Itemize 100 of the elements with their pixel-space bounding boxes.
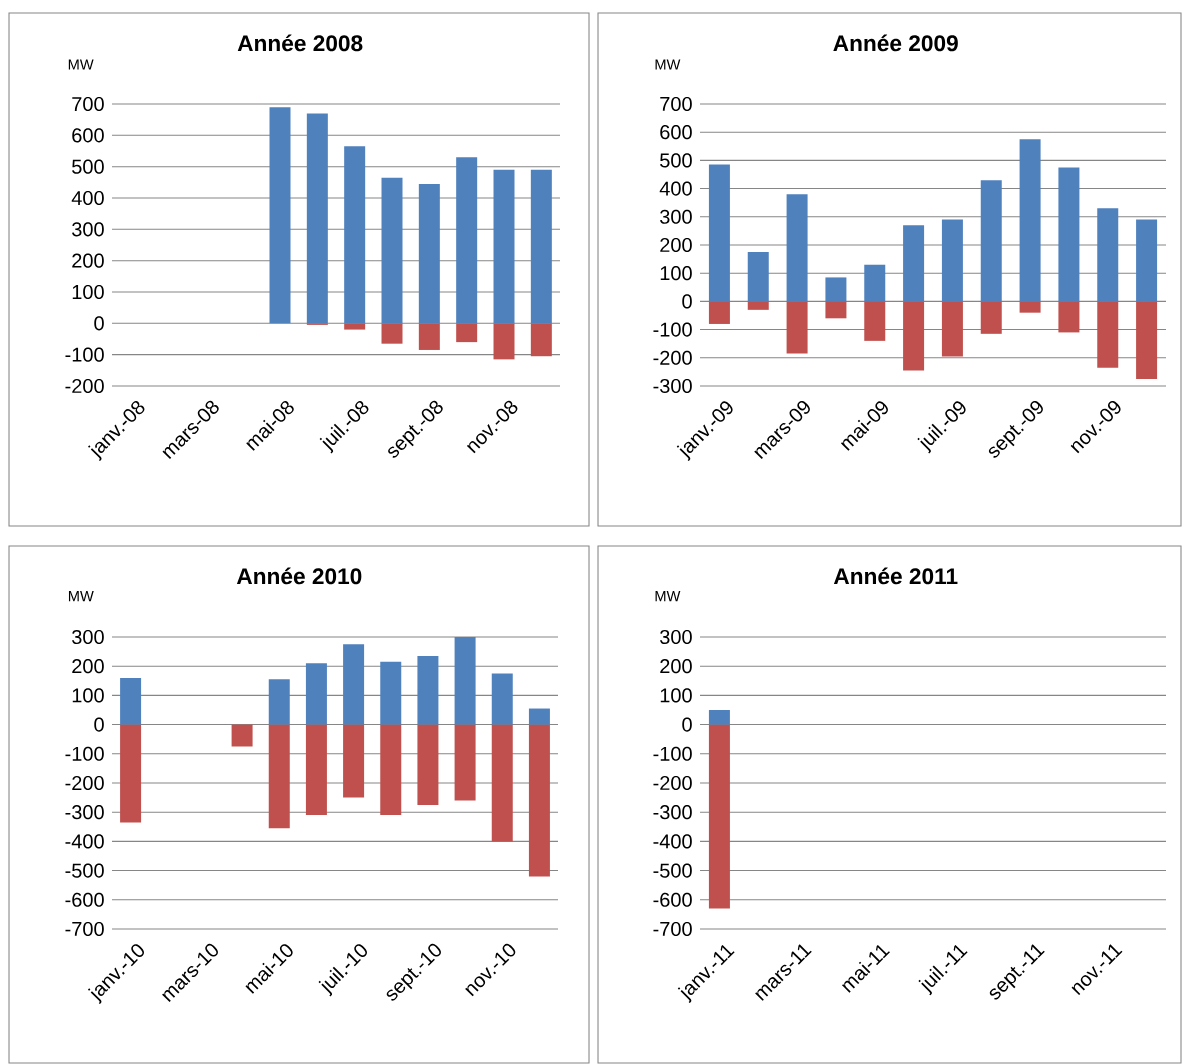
bar bbox=[786, 194, 808, 302]
y-tick-label: 200 bbox=[72, 659, 104, 674]
y-tick-label: -200 bbox=[653, 350, 692, 365]
bar bbox=[493, 169, 515, 324]
y-tick-label: 600 bbox=[72, 128, 104, 143]
y-tick-label: -400 bbox=[65, 834, 104, 849]
bar bbox=[528, 724, 550, 877]
chart-title: Année 2011 bbox=[833, 567, 958, 585]
y-tick-label: -300 bbox=[653, 805, 692, 820]
bar bbox=[1097, 208, 1119, 302]
bar bbox=[120, 724, 142, 823]
y-tick-label: -700 bbox=[653, 921, 692, 937]
bar bbox=[1058, 167, 1080, 302]
y-tick-label: -200 bbox=[653, 775, 692, 791]
bar bbox=[305, 724, 327, 816]
bar bbox=[903, 301, 925, 371]
y-tick-label: 0 bbox=[94, 316, 104, 331]
bar bbox=[941, 219, 963, 302]
bar bbox=[491, 724, 513, 842]
bar bbox=[343, 724, 365, 798]
y-tick-label: 300 bbox=[72, 629, 104, 645]
y-axis-title: MW bbox=[655, 591, 681, 602]
y-tick-label: -200 bbox=[65, 775, 104, 791]
bar bbox=[343, 644, 365, 725]
y-tick-label: -200 bbox=[65, 378, 104, 394]
bar bbox=[708, 301, 730, 324]
bar bbox=[231, 724, 253, 747]
y-tick-label: 300 bbox=[660, 629, 692, 645]
y-tick-label: 400 bbox=[659, 181, 692, 196]
y-tick-label: 400 bbox=[71, 190, 104, 206]
bar bbox=[1097, 301, 1119, 368]
bar bbox=[268, 724, 290, 829]
y-tick-label: -100 bbox=[653, 746, 692, 761]
y-tick-label: 0 bbox=[682, 294, 692, 309]
y-tick-label: 700 bbox=[660, 96, 692, 112]
y-axis-title: MW bbox=[655, 59, 681, 70]
bar bbox=[786, 301, 808, 354]
y-tick-label: 0 bbox=[94, 717, 104, 732]
y-tick-label: -300 bbox=[65, 805, 104, 820]
y-tick-label: 500 bbox=[660, 153, 692, 168]
chart-title: Année 2008 bbox=[237, 34, 363, 52]
bar bbox=[269, 107, 291, 324]
y-tick-label: -600 bbox=[653, 892, 692, 907]
bar bbox=[747, 301, 769, 310]
bar bbox=[493, 323, 515, 360]
bar bbox=[381, 177, 403, 324]
bar bbox=[530, 169, 552, 324]
bar bbox=[120, 677, 142, 725]
y-tick-label: -700 bbox=[65, 921, 104, 937]
bar bbox=[417, 655, 439, 725]
bar bbox=[456, 157, 478, 324]
y-axis-title: MW bbox=[68, 59, 94, 70]
y-axis-title: MW bbox=[68, 591, 94, 602]
y-tick-label: 100 bbox=[660, 688, 692, 703]
y-tick-label: 100 bbox=[72, 688, 104, 703]
y-tick-label: 200 bbox=[660, 659, 692, 674]
bar bbox=[380, 724, 402, 816]
bar bbox=[980, 301, 1002, 334]
y-tick-label: 300 bbox=[72, 222, 104, 237]
y-tick-label: 100 bbox=[660, 266, 692, 281]
chart-title: Année 2010 bbox=[236, 567, 362, 585]
y-tick-label: -600 bbox=[65, 892, 104, 907]
bar bbox=[1136, 219, 1158, 302]
bar bbox=[344, 146, 366, 324]
bar bbox=[456, 323, 478, 343]
bar bbox=[344, 323, 366, 330]
y-tick-label: 300 bbox=[660, 209, 692, 224]
y-tick-label: 0 bbox=[682, 717, 692, 732]
bar bbox=[418, 183, 440, 324]
bar bbox=[941, 301, 963, 357]
bar bbox=[417, 724, 439, 805]
y-tick-label: -100 bbox=[653, 322, 692, 337]
y-tick-label: -400 bbox=[653, 834, 692, 849]
bar bbox=[1136, 301, 1158, 379]
bar bbox=[454, 636, 476, 725]
bar bbox=[380, 661, 402, 725]
bar bbox=[381, 323, 403, 344]
bar bbox=[268, 679, 290, 725]
y-tick-label: 700 bbox=[72, 96, 104, 112]
y-tick-label: 200 bbox=[660, 237, 692, 253]
y-tick-label: -300 bbox=[653, 378, 692, 394]
bar bbox=[980, 180, 1002, 302]
bar bbox=[418, 323, 440, 350]
bar bbox=[864, 301, 886, 341]
y-tick-label: -100 bbox=[65, 347, 104, 362]
bar bbox=[454, 724, 476, 801]
chart-title: Année 2009 bbox=[833, 34, 958, 52]
bar bbox=[708, 164, 730, 302]
bar bbox=[825, 301, 847, 319]
bar bbox=[903, 225, 925, 302]
bar bbox=[530, 323, 552, 357]
y-tick-label: -500 bbox=[65, 863, 104, 878]
y-tick-label: 100 bbox=[72, 284, 104, 300]
bar bbox=[491, 673, 513, 725]
y-tick-label: 500 bbox=[72, 159, 104, 174]
bar bbox=[864, 264, 886, 302]
y-tick-label: 200 bbox=[72, 253, 104, 268]
bar bbox=[306, 113, 328, 324]
y-tick-label: -500 bbox=[653, 863, 692, 878]
bar bbox=[1019, 139, 1041, 302]
